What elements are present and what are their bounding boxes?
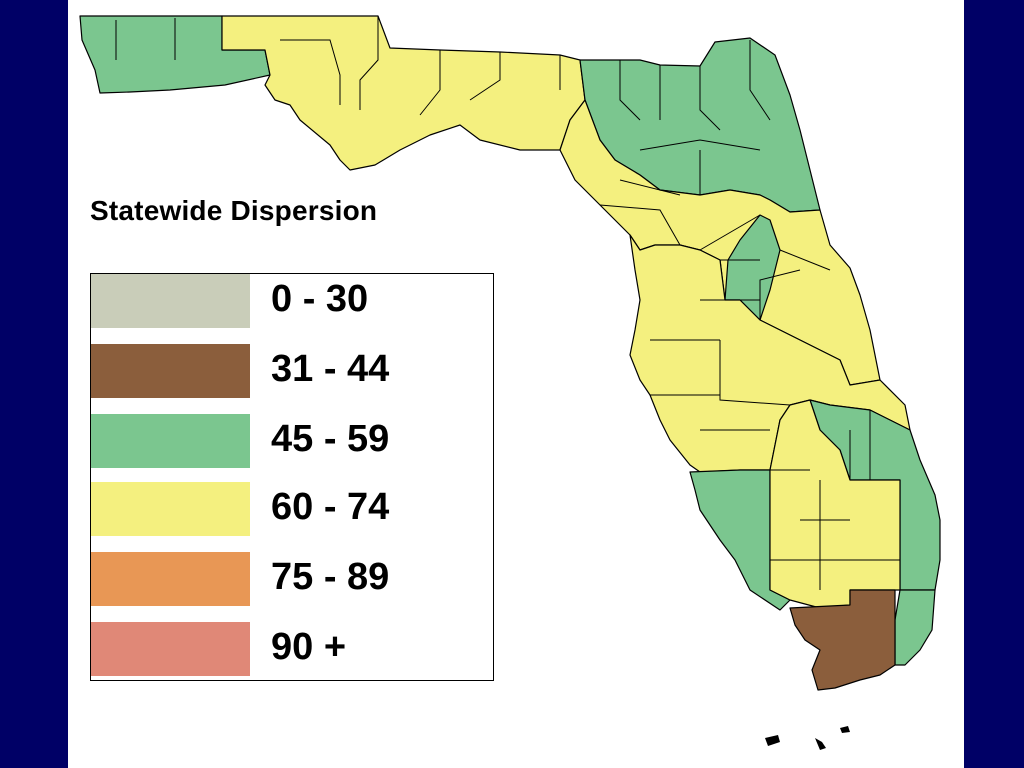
legend-label: 31 - 44: [271, 348, 390, 390]
region-south-central: [769, 399, 901, 609]
legend-item: 0 - 30: [91, 274, 493, 330]
legend-label: 75 - 89: [271, 556, 390, 598]
florida-keys-island: [815, 738, 826, 750]
legend-swatch: [91, 274, 250, 328]
legend-title: Statewide Dispersion: [90, 195, 378, 226]
legend-item: 31 - 44: [91, 344, 493, 400]
legend-item: 45 - 59: [91, 414, 493, 470]
legend-swatch: [91, 344, 250, 398]
legend-label: 0 - 30: [271, 278, 369, 320]
region-panhandle-central: [221, 15, 586, 171]
florida-county-map: [79, 15, 941, 750]
legend-label: 90 +: [271, 626, 347, 668]
legend-item: 90 +: [91, 622, 493, 678]
region-southwest-brown: [789, 589, 896, 691]
slide-canvas: Statewide Dispersion 0 - 30 31 - 44 45 - 5…: [68, 0, 964, 768]
legend-swatch: [91, 552, 250, 606]
legend-item: 60 - 74: [91, 482, 493, 538]
legend-swatch: [91, 414, 250, 468]
region-southeast-green: [894, 589, 936, 666]
legend-box: 0 - 30 31 - 44 45 - 59 60 - 74 75 - 89 90 +: [90, 273, 494, 681]
legend-swatch: [91, 622, 250, 676]
florida-keys-island: [840, 726, 850, 733]
legend-label: 45 - 59: [271, 418, 390, 460]
florida-keys-island: [765, 735, 780, 746]
legend-item: 75 - 89: [91, 552, 493, 608]
legend-swatch: [91, 482, 250, 536]
legend-label: 60 - 74: [271, 486, 390, 528]
